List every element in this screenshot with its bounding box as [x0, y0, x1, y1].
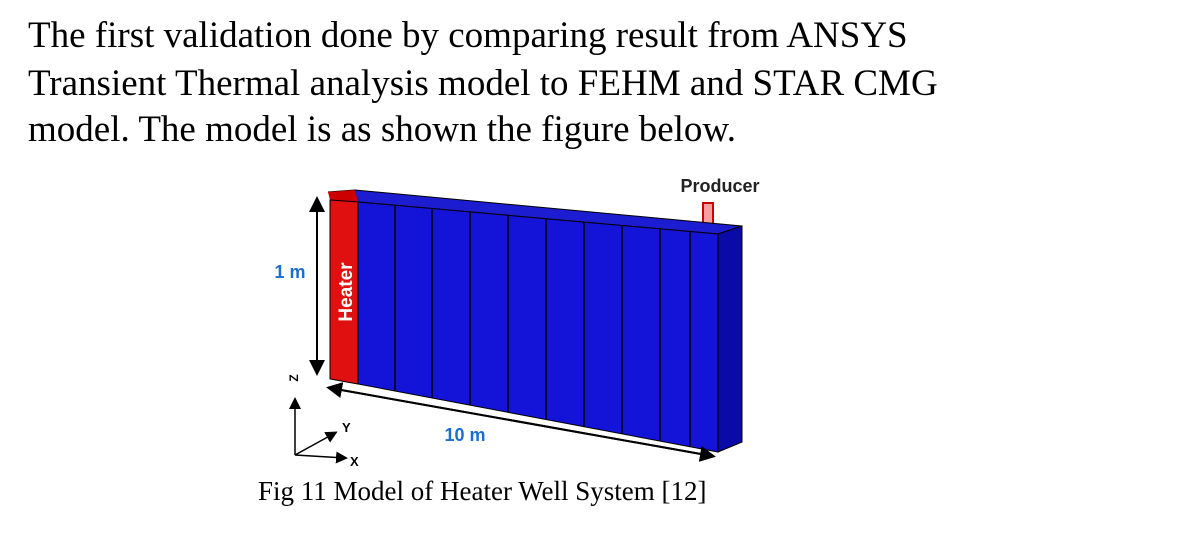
axes-icon [289, 397, 348, 464]
heater-front [329, 199, 359, 385]
axis-y-label: Y [342, 420, 351, 435]
paragraph-line: model. The model is as shown the figure … [28, 109, 737, 150]
heater-label: Heater [336, 262, 357, 322]
height-label: 1 m [274, 262, 305, 282]
axis-z-label: Z [287, 374, 301, 381]
paragraph-line: The first validation done by comparing r… [28, 15, 908, 56]
paragraph-line: Transient Thermal analysis model to FEHM… [28, 63, 938, 104]
figure-caption: Fig 11 Model of Heater Well System [12] [258, 476, 707, 506]
heater-top [328, 190, 358, 202]
length-label: 10 m [444, 425, 485, 445]
length-arrow [326, 382, 713, 457]
block-side [717, 225, 743, 453]
slices [394, 205, 691, 447]
producer-label: Producer [680, 176, 759, 196]
block-front [357, 201, 719, 453]
axis-x-label: X [350, 454, 359, 469]
